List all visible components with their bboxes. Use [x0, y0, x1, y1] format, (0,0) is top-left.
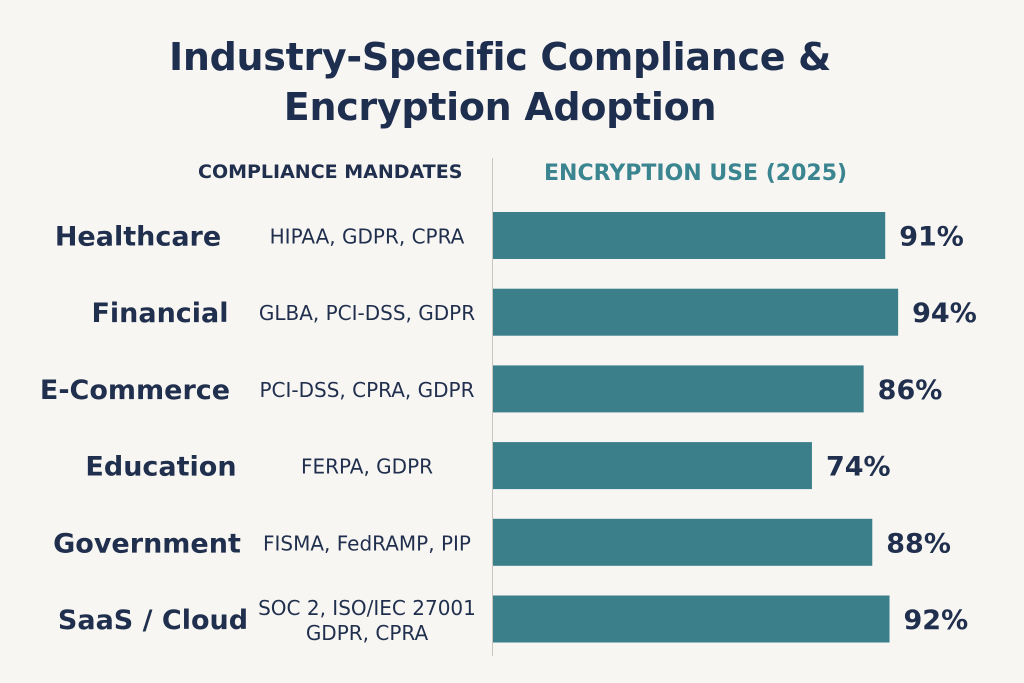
- industry-label-0: Healthcare: [55, 222, 221, 253]
- bar-2: [493, 365, 864, 413]
- encryption-use-header: ENCRYPTION USE (2025): [544, 161, 848, 186]
- value-label-4: 88%: [886, 528, 951, 559]
- chart-title-line-2: Encryption Adoption: [283, 85, 717, 129]
- mandate-label-4: FISMA, FedRAMP, PIP: [263, 531, 471, 555]
- value-label-1: 94%: [912, 298, 977, 329]
- compliance-mandates-header: COMPLIANCE MANDATES: [198, 161, 463, 183]
- bar-0: [493, 212, 886, 259]
- value-label-0: 91%: [899, 222, 964, 253]
- value-label-2: 86%: [878, 375, 943, 406]
- industry-label-4: Government: [53, 528, 241, 559]
- bar-4: [493, 518, 873, 566]
- value-label-3: 74%: [826, 452, 891, 483]
- mandate-label-3: FERPA, GDPR: [301, 455, 433, 479]
- mandate-label-5-line-1: GDPR, CPRA: [306, 621, 429, 645]
- mandate-label-2: PCI-DSS, CPRA, GDPR: [259, 378, 474, 402]
- mandate-label-1: GLBA, PCI-DSS, GDPR: [259, 301, 475, 325]
- chart-title-line-1: Industry-Specific Compliance &: [169, 35, 831, 79]
- industry-label-2: E-Commerce: [40, 375, 230, 406]
- bar-3: [493, 442, 812, 490]
- bar-1: [493, 288, 899, 336]
- industry-label-3: Education: [85, 452, 236, 483]
- mandate-label-5-line-0: SOC 2, ISO/IEC 27001: [258, 596, 476, 620]
- bar-5: [493, 595, 890, 643]
- chart-title: Industry-Specific Compliance & Encryptio…: [0, 32, 1000, 132]
- industry-label-5: SaaS / Cloud: [58, 605, 248, 636]
- mandate-label-0: HIPAA, GDPR, CPRA: [270, 225, 465, 249]
- value-label-5: 92%: [904, 605, 969, 636]
- industry-label-1: Financial: [91, 298, 228, 329]
- column-divider: [492, 158, 493, 656]
